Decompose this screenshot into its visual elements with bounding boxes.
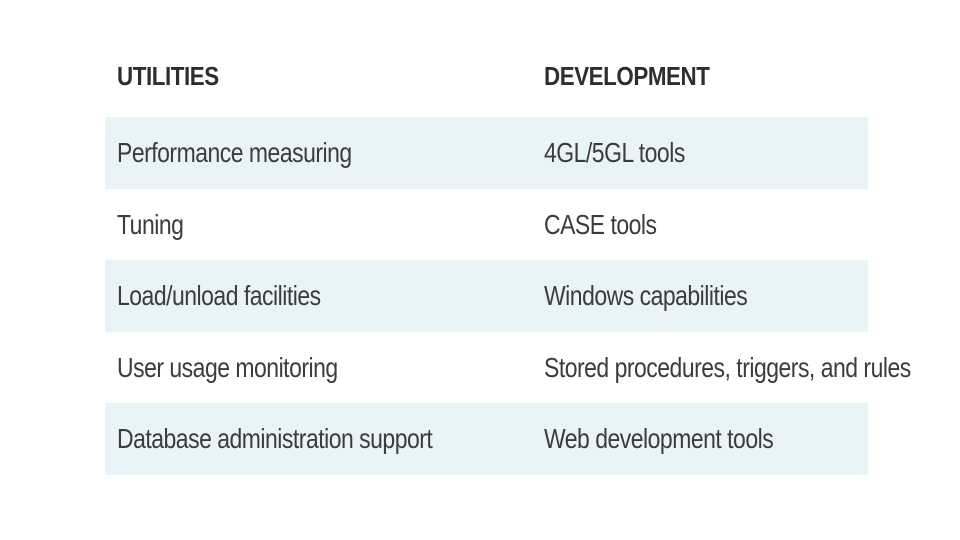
utilities-cell: Tuning	[117, 208, 184, 240]
table-row: Performance measuring 4GL/5GL tools	[105, 117, 868, 189]
development-cell: Web development tools	[544, 423, 774, 454]
table-row: Tuning CASE tools	[105, 189, 868, 261]
table-row: Database administration support Web deve…	[105, 403, 868, 475]
header-development: DEVELOPMENT	[544, 61, 710, 91]
utilities-cell: Performance measuring	[117, 137, 352, 168]
header-utilities: UTILITIES	[117, 61, 219, 91]
utilities-cell: User usage monitoring	[117, 351, 338, 383]
utilities-development-table: UTILITIES DEVELOPMENT Performance measur…	[105, 45, 911, 475]
table-row: User usage monitoring Stored procedures,…	[105, 332, 911, 404]
utilities-cell: Database administration support	[117, 423, 433, 454]
development-cell: Stored procedures, triggers, and rules	[544, 351, 911, 383]
table-row: Load/unload facilities Windows capabilit…	[105, 260, 868, 332]
development-cell: CASE tools	[544, 208, 657, 240]
table-header-row: UTILITIES DEVELOPMENT	[105, 45, 868, 117]
utilities-cell: Load/unload facilities	[117, 280, 321, 311]
development-cell: Windows capabilities	[544, 280, 748, 311]
development-cell: 4GL/5GL tools	[544, 137, 685, 168]
